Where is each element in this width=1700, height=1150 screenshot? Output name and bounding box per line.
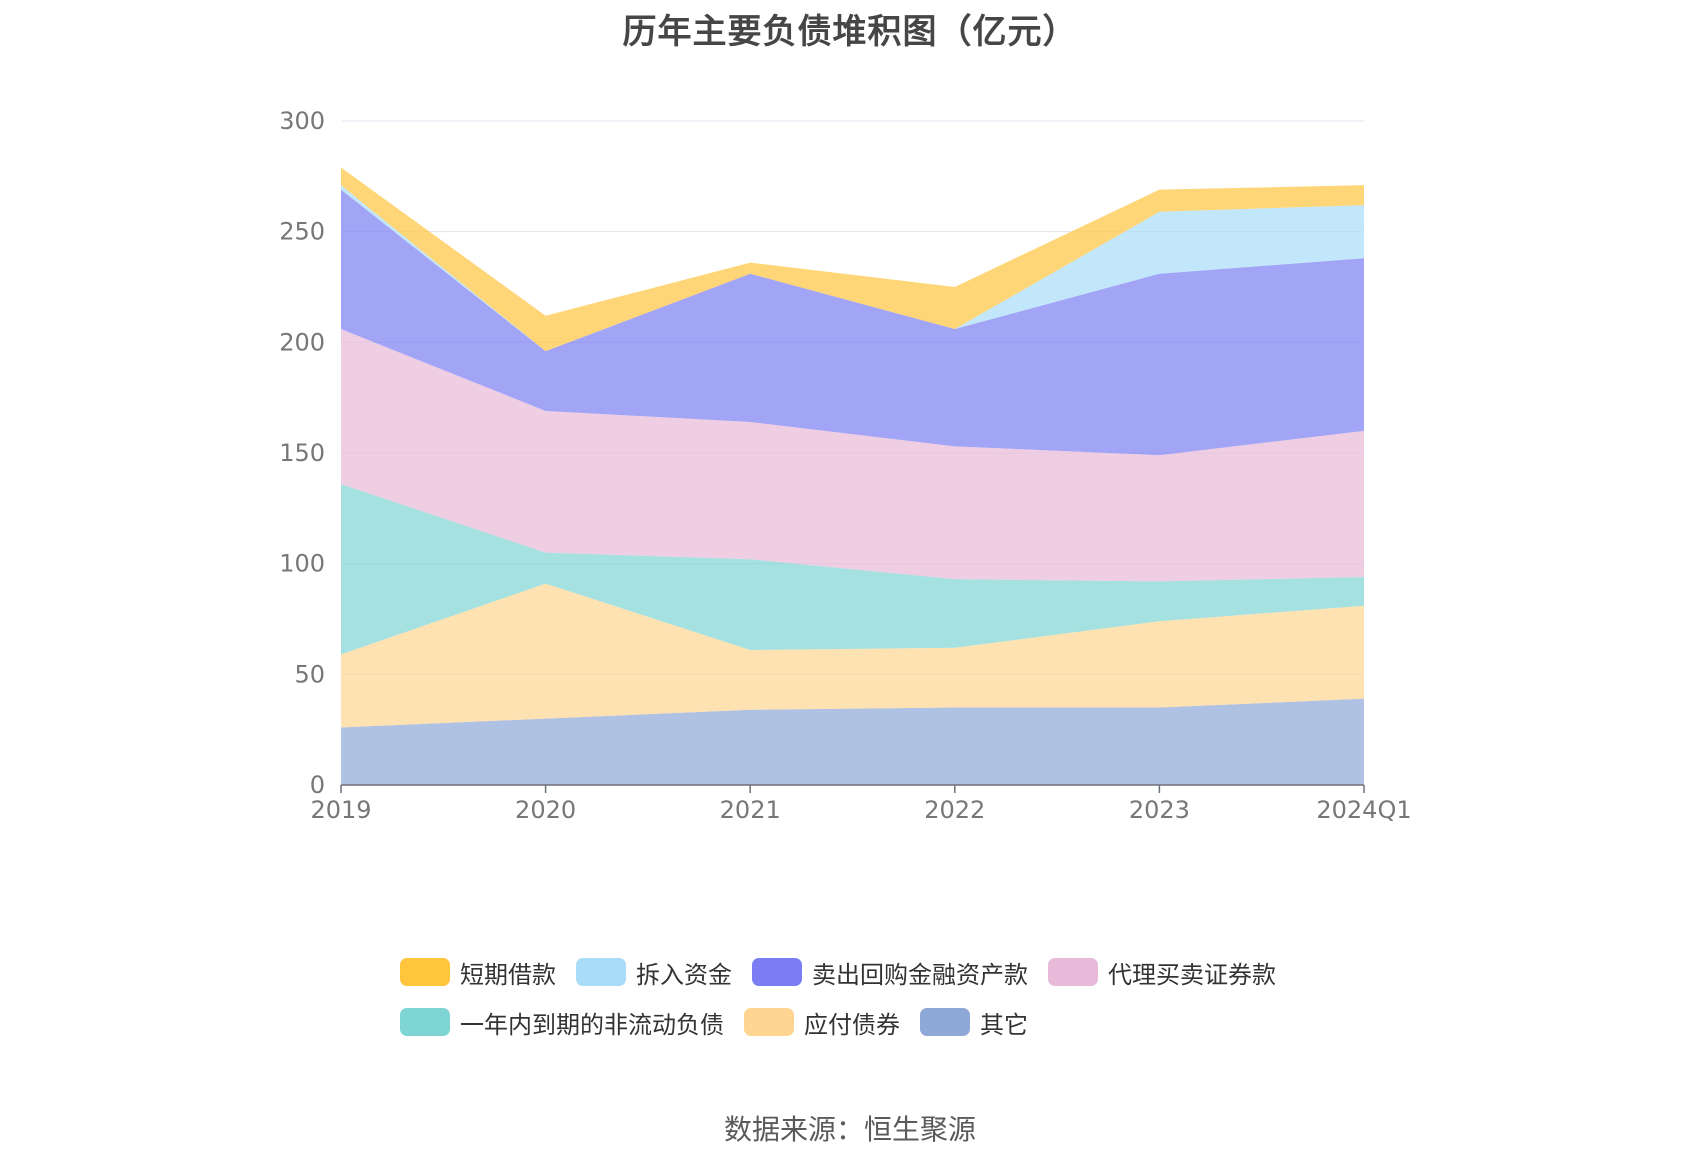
y-tick-label: 250 (279, 218, 325, 246)
legend-item[interactable]: 代理买卖证券款 (1048, 957, 1276, 989)
area-series-layer (341, 167, 1364, 785)
legend-label: 拆入资金 (636, 960, 732, 989)
y-tick-label: 100 (279, 550, 325, 578)
legend-label: 应付债券 (804, 1010, 900, 1039)
area-series (341, 189, 1364, 456)
x-tick-label: 2022 (924, 796, 985, 824)
legend-swatch (1048, 958, 1098, 986)
legend-label: 其它 (980, 1010, 1028, 1039)
y-tick-label: 50 (294, 660, 325, 688)
legend-label: 卖出回购金融资产款 (812, 960, 1028, 989)
y-tick-label: 200 (279, 328, 325, 356)
x-tick-label: 2023 (1129, 796, 1190, 824)
area-series (341, 483, 1364, 655)
x-tick-label: 2020 (515, 796, 576, 824)
area-series (341, 185, 1364, 352)
axes: 0 50 100 150 200 250 300 2019 2020 2021 2022 2023 20… (279, 107, 1411, 824)
x-tick-label: 2024Q1 (1316, 796, 1411, 824)
area-series (341, 329, 1364, 582)
y-tick-label: 150 (279, 439, 325, 467)
legend: 短期借款 拆入资金 卖出回购金融资产款 代理买卖证券款一年内到期的非流动负债 应付债券 其… (0, 957, 1700, 1039)
legend-label: 一年内到期的非流动负债 (460, 1010, 724, 1039)
area-series (341, 583, 1364, 728)
legend-swatch (920, 1008, 970, 1036)
legend-swatch (752, 958, 802, 986)
legend-items: 短期借款 拆入资金 卖出回购金融资产款 代理买卖证券款一年内到期的非流动负债 应付债券 其… (400, 957, 1300, 1039)
legend-item[interactable]: 一年内到期的非流动负债 (400, 1007, 724, 1039)
legend-swatch (400, 958, 450, 986)
legend-label: 代理买卖证券款 (1108, 960, 1276, 989)
y-tick-label: 0 (310, 771, 325, 799)
legend-swatch (744, 1008, 794, 1036)
area-series (341, 167, 1364, 352)
data-source: 数据来源：恒生聚源 (723, 1113, 976, 1146)
legend-item[interactable]: 其它 (920, 1007, 1028, 1039)
y-tick-label: 300 (279, 107, 325, 135)
x-tick-label: 2021 (720, 796, 781, 824)
chart-title: 历年主要负债堆积图（亿元） (622, 12, 1078, 52)
legend-swatch (400, 1008, 450, 1036)
x-tick-label: 2019 (310, 796, 371, 824)
legend-item[interactable]: 卖出回购金融资产款 (752, 957, 1028, 989)
area-series (341, 698, 1364, 785)
legend-label: 短期借款 (460, 960, 556, 989)
legend-item[interactable]: 拆入资金 (576, 957, 732, 989)
legend-item[interactable]: 短期借款 (400, 957, 556, 989)
legend-swatch (576, 958, 626, 986)
legend-item[interactable]: 应付债券 (744, 1007, 900, 1039)
